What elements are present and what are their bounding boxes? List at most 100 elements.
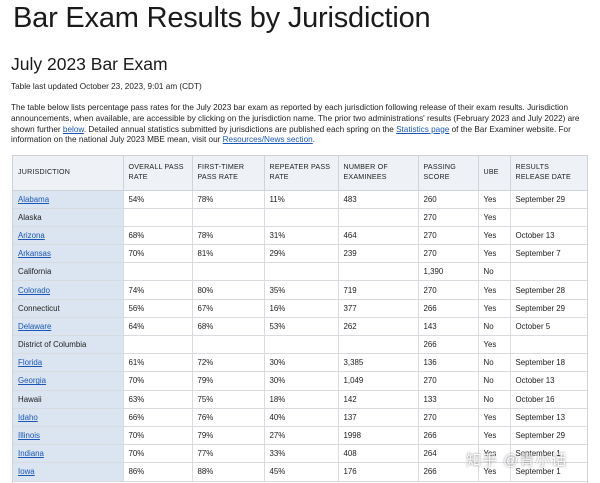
- intro-text-3: of the Bar Examiner website. For informa…: [11, 124, 571, 145]
- jurisdiction-link[interactable]: Arizona: [18, 230, 45, 240]
- header-repeater-pass-rate[interactable]: Repeater Pass Rate: [264, 156, 339, 191]
- table-row: Alaska 270 Yes: [13, 208, 587, 227]
- overall-pass-rate-cell: [123, 208, 193, 227]
- below-link[interactable]: below: [62, 124, 84, 134]
- jurisdiction-link[interactable]: Indiana: [18, 449, 44, 459]
- first-timer-pass-rate-cell: 77%: [192, 444, 265, 464]
- release-date-cell: October 13: [510, 226, 587, 246]
- passing-score-cell: 270: [418, 226, 479, 246]
- table-row: Alabama 54% 78% 11% 483 260 Yes September 29: [13, 190, 587, 209]
- table-row: Indiana 70% 77% 33% 408 264 Yes September 1: [13, 444, 587, 464]
- release-date-cell: September 13: [510, 408, 587, 427]
- header-first-timer-pass-rate[interactable]: First-Timer Pass Rate: [192, 156, 265, 191]
- examinees-cell: 239: [338, 244, 419, 264]
- jurisdiction-link[interactable]: Arkansas: [18, 249, 51, 259]
- first-timer-pass-rate-cell: 88%: [192, 462, 265, 482]
- ube-cell: Yes: [478, 208, 511, 227]
- jurisdiction-link[interactable]: Illinois: [18, 431, 40, 441]
- repeater-pass-rate-cell: 33%: [264, 444, 339, 464]
- jurisdiction-cell: Colorado: [13, 280, 124, 300]
- release-date-cell: September 29: [510, 190, 587, 209]
- first-timer-pass-rate-cell: 79%: [192, 426, 265, 446]
- overall-pass-rate-cell: 86%: [123, 462, 193, 482]
- jurisdiction-cell: Florida: [13, 353, 124, 373]
- passing-score-cell: 133: [418, 390, 479, 409]
- jurisdiction-link[interactable]: Iowa: [18, 467, 35, 477]
- overall-pass-rate-cell: 70%: [123, 444, 193, 464]
- table-row: California 1,390 No: [13, 262, 587, 282]
- jurisdiction-cell: Arizona: [13, 226, 124, 246]
- repeater-pass-rate-cell: 53%: [264, 317, 339, 337]
- repeater-pass-rate-cell: [264, 208, 339, 227]
- release-date-cell: [510, 262, 587, 282]
- table-row: Arkansas 70% 81% 29% 239 270 Yes September 7: [13, 244, 587, 264]
- passing-score-cell: 266: [418, 299, 479, 318]
- first-timer-pass-rate-cell: 78%: [192, 226, 265, 246]
- first-timer-pass-rate-cell: 78%: [192, 190, 265, 209]
- statistics-page-link[interactable]: Statistics page: [396, 124, 450, 134]
- table-row: Colorado 74% 80% 35% 719 270 Yes September 28: [13, 280, 587, 300]
- repeater-pass-rate-cell: 45%: [264, 462, 339, 482]
- ube-cell: Yes: [478, 335, 511, 355]
- passing-score-cell: 266: [418, 335, 479, 355]
- examinees-cell: 1,049: [338, 371, 419, 391]
- examinees-cell: 408: [338, 444, 419, 464]
- jurisdiction-cell: Connecticut: [13, 299, 124, 318]
- passing-score-cell: 270: [418, 244, 479, 264]
- first-timer-pass-rate-cell: [192, 262, 265, 282]
- intro-text-1: The table below lists percentage pass ra…: [11, 103, 580, 134]
- header-number-of-examinees[interactable]: Number of Examinees: [338, 156, 419, 191]
- repeater-pass-rate-cell: [264, 335, 339, 355]
- passing-score-cell: 266: [418, 462, 479, 482]
- jurisdiction-name: California: [18, 267, 52, 277]
- overall-pass-rate-cell: 70%: [123, 244, 193, 264]
- release-date-cell: September 1: [510, 444, 587, 464]
- jurisdiction-cell: Georgia: [13, 371, 124, 391]
- repeater-pass-rate-cell: 40%: [264, 408, 339, 427]
- examinees-cell: [338, 208, 419, 227]
- table-row: Illinois 70% 79% 27% 1998 266 Yes September 29: [13, 426, 587, 446]
- examinees-cell: 377: [338, 299, 419, 318]
- release-date-cell: September 29: [510, 426, 587, 446]
- release-date-cell: [510, 208, 587, 227]
- examinees-cell: 3,385: [338, 353, 419, 373]
- repeater-pass-rate-cell: 35%: [264, 280, 339, 300]
- jurisdiction-name: Hawaii: [18, 394, 42, 404]
- last-updated-text: Table last updated October 23, 2023, 9:0…: [11, 82, 202, 91]
- ube-cell: Yes: [478, 462, 511, 482]
- jurisdiction-link[interactable]: Colorado: [18, 285, 51, 295]
- passing-score-cell: 270: [418, 208, 479, 227]
- ube-cell: Yes: [478, 226, 511, 246]
- overall-pass-rate-cell: 63%: [123, 390, 193, 409]
- examinees-cell: 262: [338, 317, 419, 337]
- jurisdiction-link[interactable]: Delaware: [18, 321, 52, 331]
- release-date-cell: October 13: [510, 371, 587, 391]
- jurisdiction-link[interactable]: Idaho: [18, 412, 38, 422]
- ube-cell: No: [478, 317, 511, 337]
- release-date-cell: September 28: [510, 280, 587, 300]
- passing-score-cell: 136: [418, 353, 479, 373]
- first-timer-pass-rate-cell: [192, 208, 265, 227]
- header-results-release-date[interactable]: Results Release Date: [510, 156, 587, 191]
- header-passing-score[interactable]: Passing Score: [418, 156, 479, 191]
- table-row: Iowa 86% 88% 45% 176 266 Yes September 1: [13, 462, 587, 482]
- table-body: Alabama 54% 78% 11% 483 260 Yes September 29 Ala…: [13, 190, 587, 482]
- ube-cell: Yes: [478, 426, 511, 446]
- jurisdiction-link[interactable]: Georgia: [18, 376, 47, 386]
- examinees-cell: 142: [338, 390, 419, 409]
- passing-score-cell: 264: [418, 444, 479, 464]
- intro-paragraph: The table below lists percentage pass ra…: [11, 103, 589, 146]
- ube-cell: Yes: [478, 190, 511, 209]
- release-date-cell: October 5: [510, 317, 587, 337]
- repeater-pass-rate-cell: 11%: [264, 190, 339, 209]
- jurisdiction-link[interactable]: Florida: [18, 358, 43, 368]
- overall-pass-rate-cell: 68%: [123, 226, 193, 246]
- jurisdiction-link[interactable]: Alabama: [18, 194, 50, 204]
- release-date-cell: [510, 335, 587, 355]
- release-date-cell: September 1: [510, 462, 587, 482]
- header-jurisdiction[interactable]: Jurisdiction: [13, 156, 124, 191]
- first-timer-pass-rate-cell: 72%: [192, 353, 265, 373]
- resources-news-link[interactable]: Resources/News section: [222, 135, 313, 145]
- header-overall-pass-rate[interactable]: Overall Pass Rate: [123, 156, 193, 191]
- header-ube[interactable]: UBE: [478, 156, 511, 191]
